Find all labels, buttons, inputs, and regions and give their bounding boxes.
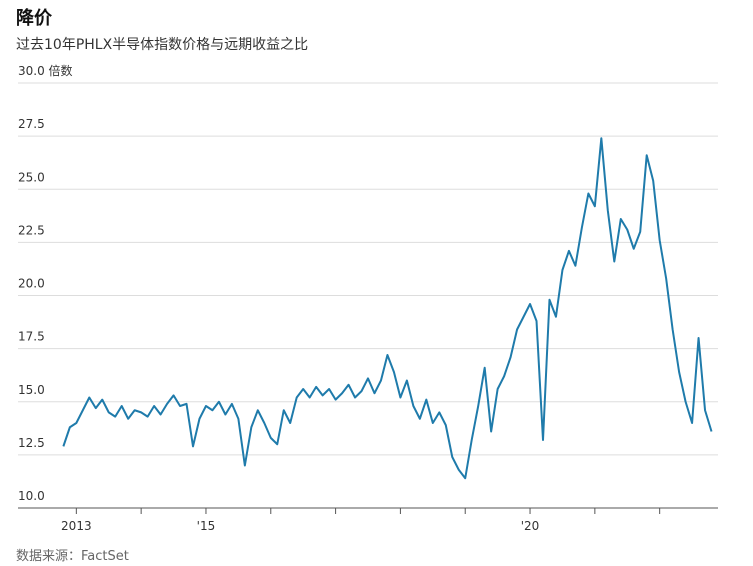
y-tick-label: 27.5	[18, 117, 45, 131]
y-tick-label: 22.5	[18, 223, 45, 237]
x-tick-label: 2013	[61, 519, 92, 533]
y-tick-label: 10.0	[18, 489, 45, 503]
source-note: 数据来源：FactSet	[16, 549, 129, 564]
y-tick-label: 12.5	[18, 436, 45, 450]
chart-subtitle: 过去10年PHLX半导体指数价格与远期收益之比	[16, 37, 308, 53]
chart-title: 降价	[16, 7, 53, 29]
y-tick-label: 30.0 倍数	[18, 63, 73, 78]
x-tick-label: '20	[521, 519, 540, 533]
data-line	[62, 137, 713, 480]
y-tick-label: 17.5	[18, 330, 45, 344]
y-tick-label: 15.0	[18, 383, 45, 397]
y-tick-label: 25.0	[18, 170, 45, 184]
y-tick-label: 20.0	[18, 277, 45, 291]
x-tick-label: '15	[197, 519, 216, 533]
